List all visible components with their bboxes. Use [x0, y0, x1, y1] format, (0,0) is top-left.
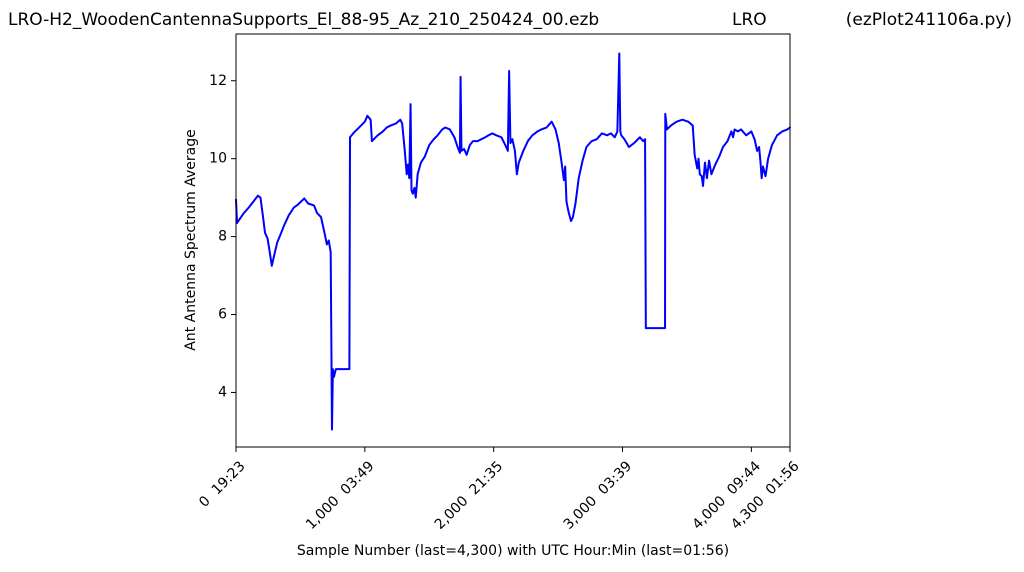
plot-background — [236, 34, 790, 447]
y-tick-label-0: 4 — [218, 384, 227, 400]
x-tick-label-3: 3,000 03:39 — [561, 458, 635, 532]
y-tick-label-4: 12 — [209, 73, 227, 89]
x-axis-label: Sample Number (last=4,300) with UTC Hour… — [297, 543, 729, 559]
series-line-0 — [235, 52, 791, 431]
y-tick-label-2: 8 — [218, 229, 227, 245]
plot-area: 0 19:23 1,000 03:49 2,000 21:35 3,000 03:39… — [196, 33, 803, 533]
x-tick-label-1: 1,000 03:49 — [303, 458, 377, 532]
y-axis-ticks: 4 6 8 10 12 — [209, 73, 236, 400]
x-tick-label-2: 2,000 21:35 — [432, 458, 506, 532]
site-label: LRO — [732, 10, 767, 30]
x-tick-label-5: 4,300 01:56 — [728, 458, 803, 533]
plot-frame — [235, 33, 791, 448]
y-tick-label-1: 6 — [218, 307, 227, 323]
y-axis-label: Ant Antenna Spectrum Average — [183, 129, 199, 351]
y-tick-label-3: 10 — [209, 151, 227, 167]
series-layer — [235, 52, 791, 431]
file-title: LRO-H2_WoodenCantennaSupports_El_88-95_A… — [8, 10, 599, 30]
script-name: (ezPlot241106a.py) — [846, 10, 1012, 30]
x-axis-ticks: 0 19:23 1,000 03:49 2,000 21:35 3,000 03:39… — [196, 447, 803, 533]
x-tick-label-0: 0 19:23 — [196, 458, 248, 510]
